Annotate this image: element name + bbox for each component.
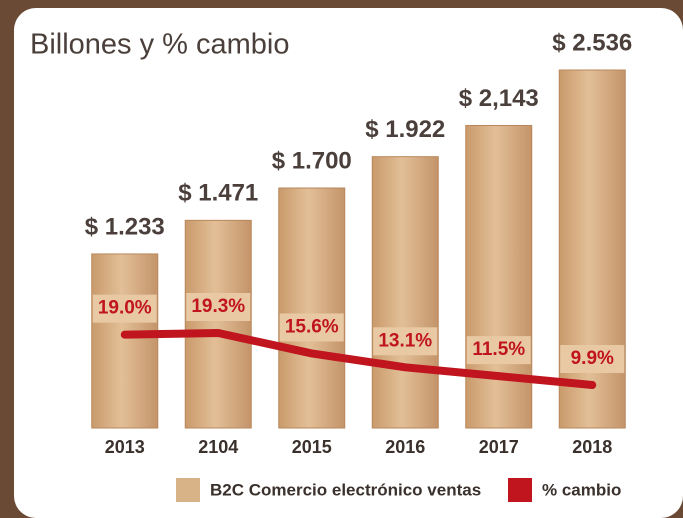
bar [558, 69, 626, 429]
line-label-box [186, 293, 251, 321]
bar [465, 124, 533, 429]
x-tick-label: 2018 [572, 437, 612, 457]
line-value-label: 13.1% [378, 330, 432, 351]
line-value-label: 19.0% [98, 298, 152, 319]
bar [184, 219, 252, 429]
line-value-label: 9.9% [571, 348, 614, 369]
x-tick-label: 2016 [385, 437, 425, 457]
x-tick-label: 2015 [292, 437, 332, 457]
line [120, 329, 597, 389]
bar-value-label: $ 1.471 [178, 180, 258, 207]
bar-value-label: $ 1.233 [85, 213, 165, 240]
bar [371, 156, 439, 429]
line-label-box [92, 294, 157, 323]
legend-swatch [176, 478, 200, 502]
bar [278, 187, 346, 429]
bar-value-label: $ 2.536 [552, 29, 632, 56]
line-label-box [373, 327, 438, 356]
x-tick-label: 2013 [105, 437, 145, 457]
legend-swatch [508, 478, 532, 502]
legend-label: B2C Comercio electrónico ventas [210, 480, 481, 499]
line-value-label: 19.3% [191, 296, 245, 317]
x-tick-label: 2104 [198, 437, 238, 457]
bar-value-label: $ 2,143 [459, 85, 539, 112]
bar-value-label: $ 1.700 [272, 147, 352, 174]
line-label-box [279, 313, 344, 342]
legend-label: % cambio [542, 480, 621, 499]
line-label-box [466, 336, 531, 365]
chart-title: Billones y % cambio [30, 29, 290, 61]
bar [91, 253, 159, 429]
bar-value-label: $ 1.922 [365, 116, 445, 143]
line-value-label: 15.6% [285, 316, 339, 337]
x-tick-label: 2017 [479, 437, 519, 457]
line-label-box [560, 345, 625, 373]
line-value-label: 11.5% [472, 339, 525, 360]
